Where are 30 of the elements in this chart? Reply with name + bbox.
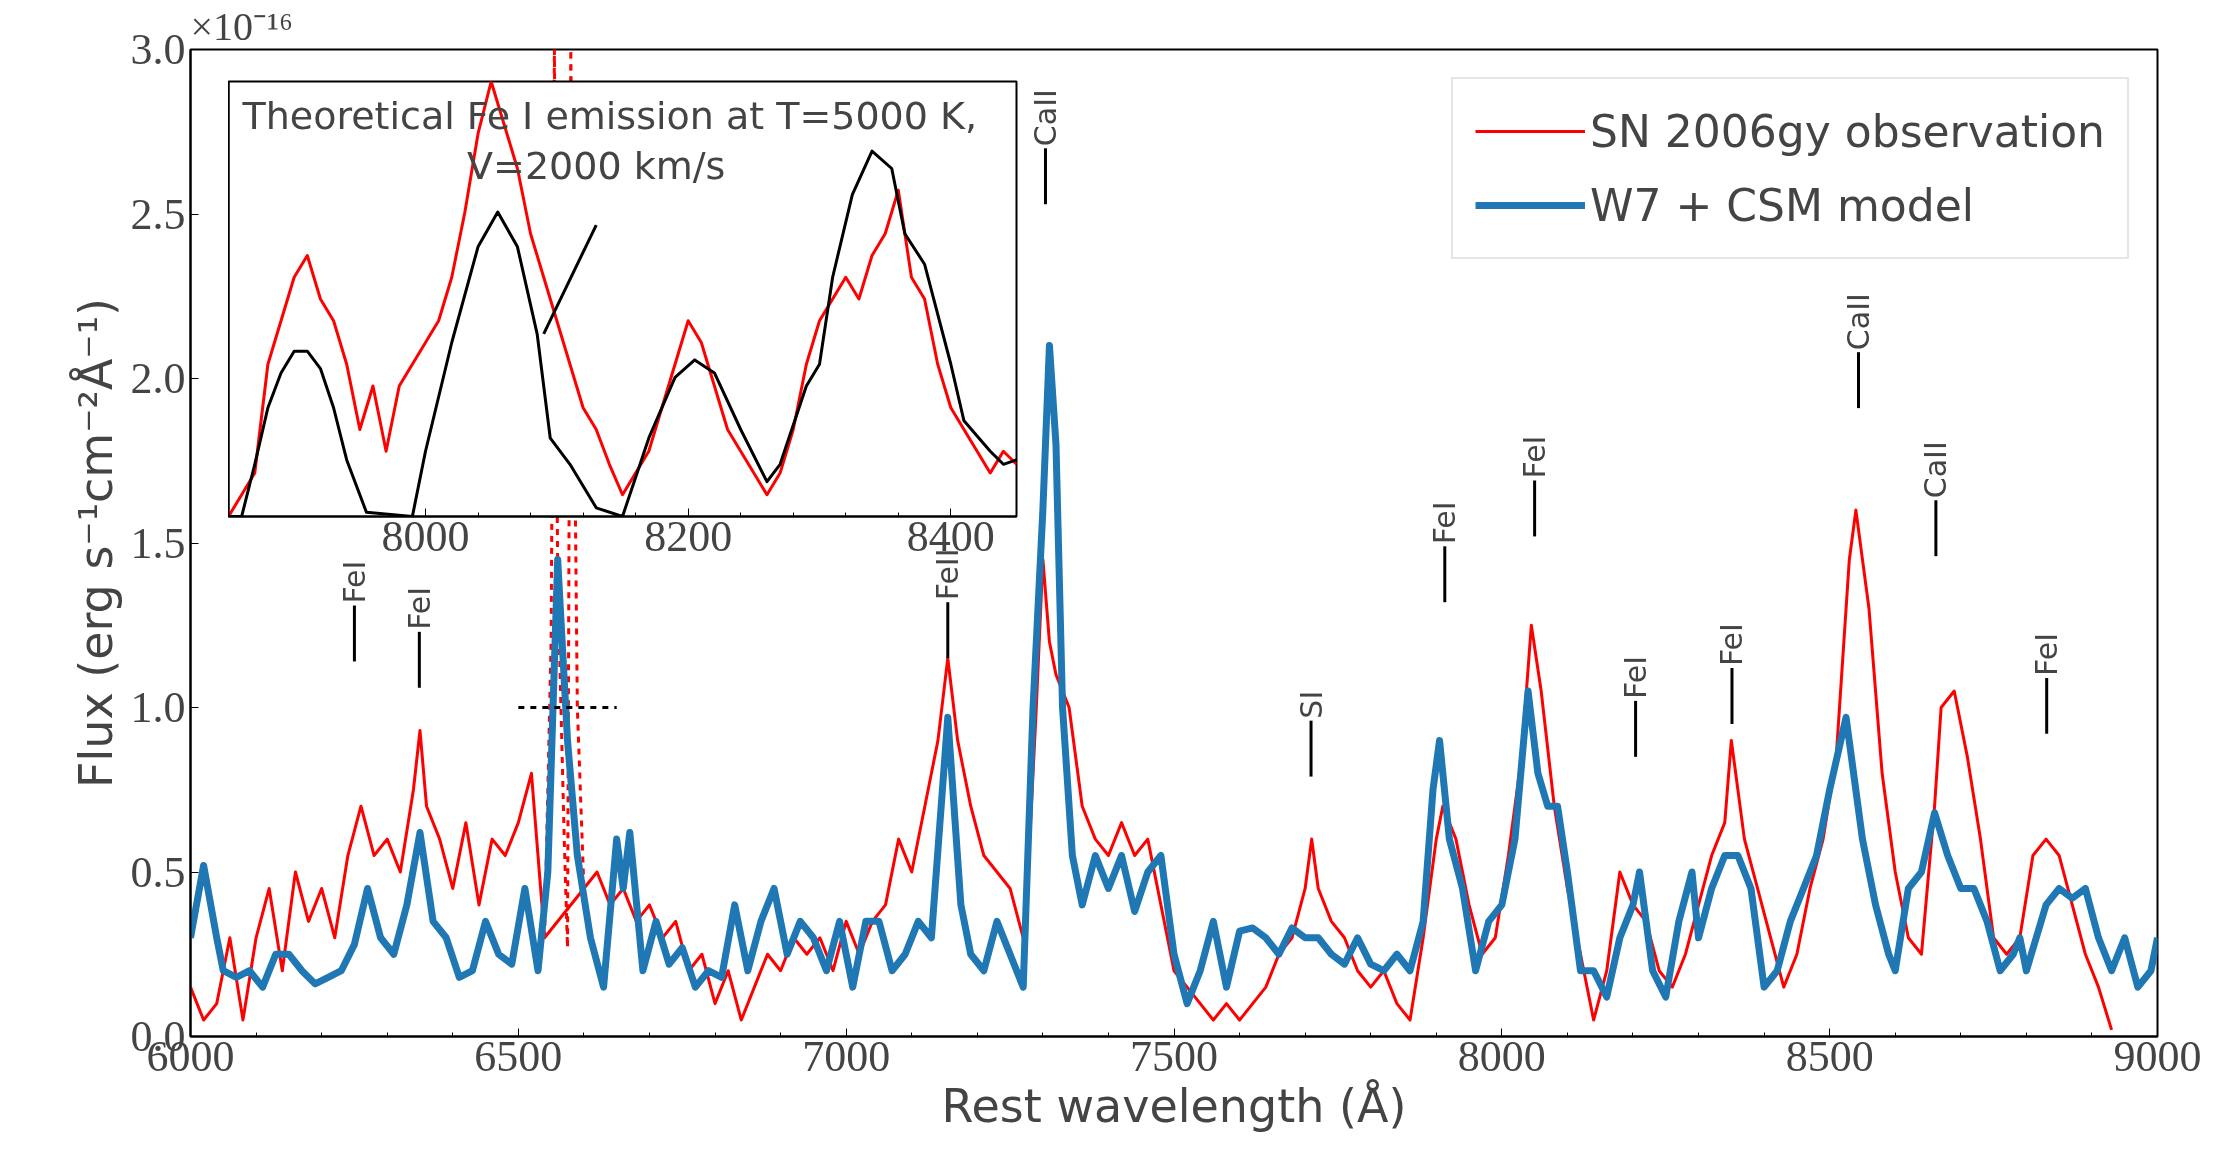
annotation: FeI <box>1517 435 1553 479</box>
x-tick-label: 9000 <box>2113 1031 2202 1081</box>
text: ×10⁻¹⁶ <box>190 3 293 49</box>
y-tick-label: 1.5 <box>130 518 186 568</box>
annotation: FeI <box>1618 656 1654 699</box>
legend-label: W7 + CSM model <box>1590 178 1974 233</box>
y-axis-title: Flux (erg s⁻¹cm⁻²Å⁻¹) <box>68 297 123 789</box>
x-tick-label: 7500 <box>1130 1031 1218 1081</box>
annotation: FeI <box>1714 623 1750 667</box>
annotation: CaII <box>1841 293 1877 351</box>
annotation: SI <box>1293 690 1329 719</box>
annotation: FeI <box>1427 501 1463 545</box>
y-tick-label: 2.5 <box>130 189 186 239</box>
x-tick-label: 8000 <box>1457 1031 1546 1081</box>
annotation: CaII <box>1027 89 1063 147</box>
legend-label: SN 2006gy observation <box>1590 104 2105 159</box>
annotation: CaII <box>1918 441 1954 499</box>
y-tick-label: 0.5 <box>130 847 186 897</box>
y-tick-label: 2.0 <box>130 354 186 403</box>
x-tick-label: 7000 <box>802 1031 891 1081</box>
annotation: FeI <box>2029 632 2065 676</box>
y-tick-label: 3.0 <box>130 25 186 74</box>
x-tick-label: 8000 <box>381 511 470 561</box>
x-tick-label: 8200 <box>644 511 733 561</box>
y-tick-label: 1.0 <box>130 683 186 732</box>
x-tick-label: 8500 <box>1785 1031 1874 1081</box>
annotation: FeI <box>401 586 437 630</box>
x-tick-label: 6500 <box>474 1031 563 1081</box>
x-axis-title: Rest wavelength (Å) <box>941 1078 1407 1133</box>
annotation: FeI <box>336 560 372 604</box>
